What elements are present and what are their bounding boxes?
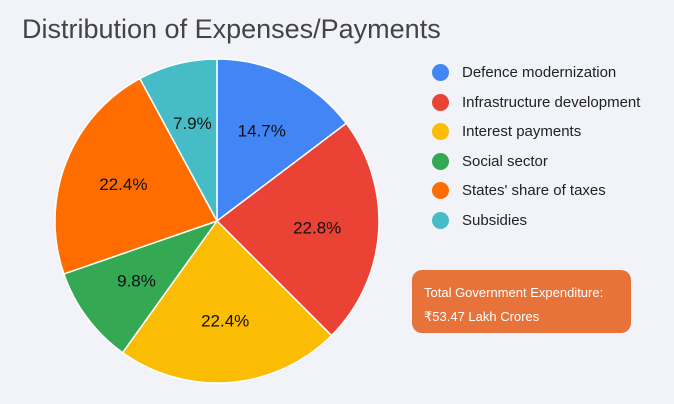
- total-expenditure-value: ₹53.47 Lakh Crores: [424, 309, 540, 324]
- pie-slice-subsidies[interactable]: [138, 58, 218, 222]
- legend-label: Defence modernization: [462, 64, 617, 82]
- pie-label-interest-payments: 22.4%: [201, 312, 249, 331]
- pie-slice-interest-payments[interactable]: [121, 219, 333, 384]
- legend-item-defence-modernization[interactable]: Defence modernization: [432, 58, 640, 88]
- legend-label: Interest payments: [462, 123, 582, 141]
- legend: Defence modernization Infrastructure dev…: [432, 58, 640, 235]
- legend-item-interest-payments[interactable]: Interest payments: [432, 117, 640, 147]
- legend-label: Infrastructure development: [462, 93, 641, 111]
- legend-label: Subsidies: [462, 211, 528, 229]
- legend-item-social-sector[interactable]: Social sector: [432, 147, 640, 177]
- pie-slice-defence-modernization[interactable]: [216, 58, 348, 223]
- pie-slice-social-sector[interactable]: [62, 219, 219, 354]
- pie-label-defence-modernization: 14.7%: [238, 122, 286, 141]
- legend-item-infrastructure-development[interactable]: Infrastructure development: [432, 88, 640, 118]
- legend-swatch: [432, 123, 449, 141]
- total-expenditure-label: Total Government Expenditure:: [424, 285, 604, 300]
- legend-swatch: [432, 182, 449, 200]
- pie-label-subsidies: 7.9%: [173, 114, 212, 133]
- legend-item-subsidies[interactable]: Subsidies: [432, 206, 640, 236]
- legend-item-states-share-of-taxes[interactable]: States' share of taxes: [432, 176, 640, 206]
- legend-swatch: [432, 152, 449, 170]
- legend-swatch: [432, 64, 449, 82]
- pie-label-states-share-of-taxes: 22.4%: [99, 175, 147, 194]
- legend-swatch: [432, 93, 449, 111]
- legend-label: Social sector: [462, 152, 548, 170]
- pie-label-social-sector: 9.8%: [117, 272, 156, 291]
- pie-slice-infrastructure-development[interactable]: [215, 122, 380, 337]
- legend-label: States' share of taxes: [462, 182, 606, 200]
- legend-swatch: [432, 211, 449, 229]
- chart-title: Distribution of Expenses/Payments: [22, 14, 441, 44]
- total-expenditure-box: Total Government Expenditure: ₹53.47 Lak…: [412, 270, 631, 333]
- pie-label-infrastructure-development: 22.8%: [293, 218, 341, 237]
- pie-slice-states-share-of-taxes[interactable]: [54, 77, 219, 275]
